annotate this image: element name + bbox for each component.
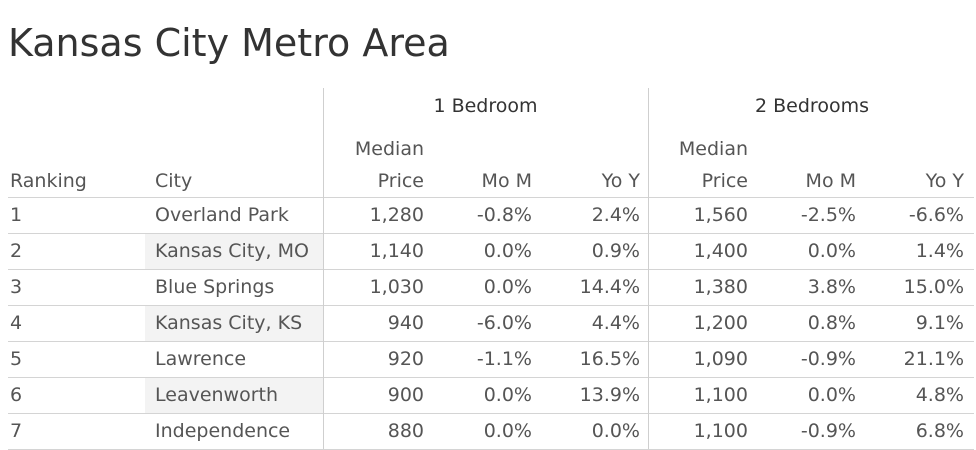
city-cell: Kansas City, KS xyxy=(155,312,303,334)
value-cell: 0.0% xyxy=(807,240,856,262)
row-shade xyxy=(145,234,323,269)
row-shade xyxy=(145,378,323,413)
column-header: City xyxy=(155,170,193,192)
row-shade xyxy=(145,306,323,341)
rank-cell: 7 xyxy=(10,420,23,442)
value-cell: 1,400 xyxy=(693,240,748,262)
value-cell: 1,100 xyxy=(693,384,748,406)
value-cell: -1.1% xyxy=(476,348,532,370)
value-cell: 0.0% xyxy=(483,420,532,442)
row-rule xyxy=(8,413,974,414)
value-cell: 0.0% xyxy=(483,240,532,262)
row-rule xyxy=(8,233,974,234)
value-cell: 1,090 xyxy=(693,348,748,370)
row-rule xyxy=(8,305,974,306)
value-cell: 0.9% xyxy=(591,240,640,262)
rank-cell: 3 xyxy=(10,276,23,298)
rank-cell: 6 xyxy=(10,384,23,406)
city-cell: Kansas City, MO xyxy=(155,240,309,262)
value-cell: 1,100 xyxy=(693,420,748,442)
city-cell: Blue Springs xyxy=(155,276,275,298)
value-cell: 1,560 xyxy=(693,204,748,226)
value-cell: 4.4% xyxy=(591,312,640,334)
value-cell: 940 xyxy=(387,312,424,334)
column-header: Mo M xyxy=(805,170,856,192)
header-rule xyxy=(8,197,974,198)
value-cell: 0.0% xyxy=(807,384,856,406)
value-cell: 880 xyxy=(387,420,424,442)
value-cell: 1,280 xyxy=(369,204,424,226)
value-cell: 15.0% xyxy=(903,276,964,298)
value-cell: 3.8% xyxy=(807,276,856,298)
rank-cell: 5 xyxy=(10,348,23,370)
rank-cell: 4 xyxy=(10,312,23,334)
value-cell: -6.6% xyxy=(908,204,964,226)
column-header: Median xyxy=(354,138,424,160)
value-cell: 900 xyxy=(387,384,424,406)
city-cell: Leavenworth xyxy=(155,384,279,406)
column-header: Mo M xyxy=(481,170,532,192)
value-cell: 0.0% xyxy=(591,420,640,442)
value-cell: 21.1% xyxy=(903,348,964,370)
column-header: Yo Y xyxy=(925,170,964,192)
column-header: Median xyxy=(678,138,748,160)
row-rule xyxy=(8,341,974,342)
value-cell: 0.0% xyxy=(483,276,532,298)
value-cell: 1,380 xyxy=(693,276,748,298)
title: Kansas City Metro Area xyxy=(8,21,450,65)
city-cell: Overland Park xyxy=(155,204,289,226)
rank-cell: 1 xyxy=(10,204,23,226)
value-cell: 1,140 xyxy=(369,240,424,262)
value-cell: -2.5% xyxy=(800,204,856,226)
value-cell: 1.4% xyxy=(915,240,964,262)
value-cell: -0.8% xyxy=(476,204,532,226)
value-cell: 0.0% xyxy=(483,384,532,406)
value-cell: 2.4% xyxy=(591,204,640,226)
city-cell: Lawrence xyxy=(155,348,247,370)
city-cell: Independence xyxy=(155,420,291,442)
value-cell: 9.1% xyxy=(915,312,964,334)
value-cell: 14.4% xyxy=(579,276,640,298)
value-cell: 4.8% xyxy=(915,384,964,406)
value-cell: -0.9% xyxy=(800,420,856,442)
group-header: 2 Bedrooms xyxy=(755,95,869,117)
column-header: Price xyxy=(701,170,748,192)
value-cell: 16.5% xyxy=(579,348,640,370)
value-cell: 920 xyxy=(387,348,424,370)
row-rule xyxy=(8,377,974,378)
value-cell: 13.9% xyxy=(579,384,640,406)
value-cell: -6.0% xyxy=(476,312,532,334)
value-cell: -0.9% xyxy=(800,348,856,370)
column-header: Price xyxy=(377,170,424,192)
group-divider xyxy=(648,88,649,449)
rank-cell: 2 xyxy=(10,240,23,262)
value-cell: 1,030 xyxy=(369,276,424,298)
column-header: Yo Y xyxy=(601,170,640,192)
value-cell: 1,200 xyxy=(693,312,748,334)
row-rule xyxy=(8,269,974,270)
group-divider xyxy=(323,88,324,449)
value-cell: 6.8% xyxy=(915,420,964,442)
value-cell: 0.8% xyxy=(807,312,856,334)
column-header: Ranking xyxy=(10,170,87,192)
group-header: 1 Bedroom xyxy=(433,95,538,117)
